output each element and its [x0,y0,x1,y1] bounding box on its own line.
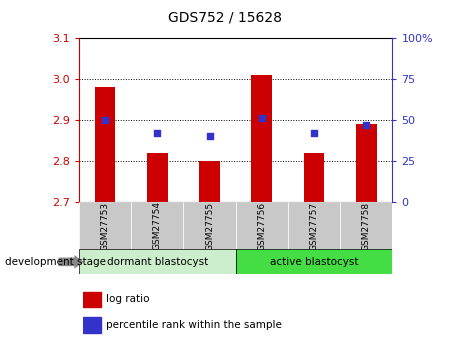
Text: GSM27754: GSM27754 [153,201,162,250]
Bar [356,124,377,202]
Bar [83,292,101,307]
Point [363,122,370,128]
Bar [79,249,235,274]
Text: development stage: development stage [5,257,106,267]
Text: log ratio: log ratio [106,294,149,304]
Point [206,134,213,139]
Text: GDS752 / 15628: GDS752 / 15628 [169,10,282,24]
Bar [131,202,184,250]
Bar [288,202,340,250]
Text: active blastocyst: active blastocyst [270,257,358,267]
Point [154,130,161,136]
Bar [235,202,288,250]
Bar [199,161,220,202]
Bar [83,317,101,333]
Bar [95,87,115,202]
Text: dormant blastocyst: dormant blastocyst [106,257,208,267]
Bar [304,153,324,202]
Text: GSM27753: GSM27753 [101,201,110,250]
Bar [235,249,392,274]
Text: percentile rank within the sample: percentile rank within the sample [106,320,281,330]
Bar [79,202,131,250]
Point [101,117,109,123]
Bar [184,202,235,250]
Point [310,130,318,136]
Bar [340,202,392,250]
Text: GSM27758: GSM27758 [362,201,371,250]
Bar [147,153,168,202]
Bar [251,75,272,202]
Text: GSM27757: GSM27757 [309,201,318,250]
Text: GSM27756: GSM27756 [257,201,266,250]
Point [258,116,265,121]
Text: GSM27755: GSM27755 [205,201,214,250]
